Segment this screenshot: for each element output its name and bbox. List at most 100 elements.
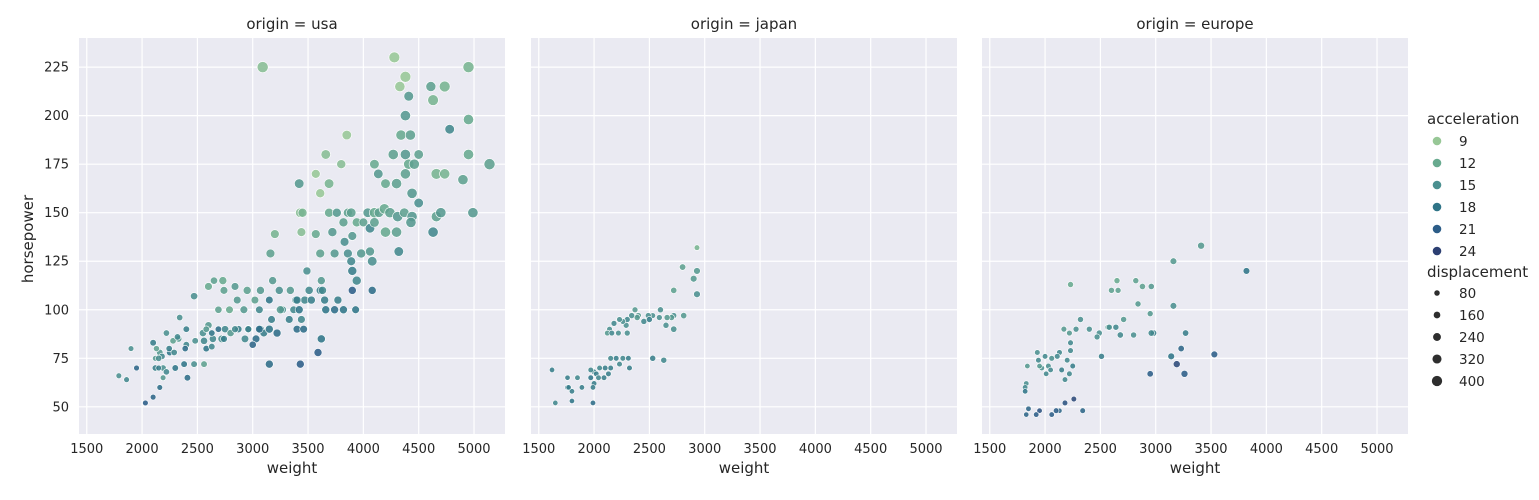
scatter-point [181, 345, 189, 353]
scatter-point [660, 356, 668, 364]
scatter-point [316, 276, 326, 285]
scatter-point [347, 266, 358, 276]
scatter-point [240, 334, 250, 344]
scatter-point [155, 354, 163, 362]
scatter-point [1064, 357, 1071, 364]
scatter-point [626, 364, 633, 372]
x-axis-label: weight [1170, 459, 1221, 477]
scatter-point [600, 374, 608, 381]
scatter-point [321, 305, 331, 315]
scatter-point [1079, 407, 1086, 414]
x-tick-label: 4500 [854, 442, 887, 457]
scatter-point [406, 187, 418, 199]
plot-background [982, 38, 1408, 434]
scatter-point [670, 286, 678, 294]
scatter-point [162, 329, 170, 337]
x-tick-label: 4500 [1305, 442, 1338, 457]
scatter-point [218, 276, 228, 285]
scatter-point [202, 325, 210, 333]
scatter-point [351, 305, 360, 314]
scatter-point [399, 168, 411, 180]
scatter-point [214, 305, 223, 314]
scatter-point [1130, 331, 1137, 339]
scatter-point [304, 285, 314, 295]
x-tick-label: 4000 [799, 442, 832, 457]
scatter-point [1172, 360, 1181, 368]
scatter-point [693, 290, 701, 298]
scatter-point [1067, 339, 1074, 346]
scatter-point [171, 364, 179, 372]
scatter-point [380, 178, 391, 189]
scatter-point [115, 372, 123, 379]
scatter-point [330, 305, 339, 315]
scatter-point [439, 168, 451, 180]
scatter-point [255, 325, 264, 334]
scatter-point [274, 286, 284, 295]
scatter-point [180, 360, 188, 368]
scatter-point [1116, 331, 1124, 339]
scatter-point [331, 207, 342, 218]
scatter-point [646, 316, 653, 323]
scatter-point [1167, 352, 1175, 361]
scatter-point [549, 366, 556, 373]
scatter-point [159, 374, 167, 381]
scatter-point [589, 384, 597, 391]
scatter-point [256, 286, 265, 295]
scatter-point [568, 388, 575, 395]
scatter-point [589, 399, 597, 406]
scatter-point [689, 274, 698, 283]
scatter-point [208, 329, 216, 337]
scatter-point [462, 61, 475, 73]
scatter-point [1054, 353, 1061, 360]
scatter-point [244, 325, 253, 333]
scatter-point [1147, 329, 1155, 337]
scatter-point [1093, 333, 1101, 341]
scatter-point [483, 158, 496, 171]
scatter-point [296, 227, 307, 237]
scatter-point [242, 286, 252, 295]
scatter-point [1086, 325, 1093, 333]
facet-panel-usa: 1500 2000 2500 3000 3500 4000 4500 5000 50 75 100 1… [44, 15, 505, 477]
panel-title: origin = usa [246, 15, 337, 33]
scatter-point [394, 81, 406, 92]
plot-background [79, 38, 505, 434]
scatter-point [615, 329, 622, 337]
legend-color-marker [1432, 158, 1442, 168]
legend-label: 24 [1459, 244, 1476, 260]
scatter-point [339, 237, 350, 247]
scatter-point [395, 129, 407, 141]
scatter-point [297, 207, 308, 218]
facet-panel-japan: 1500 2000 2500 3000 3500 4000 4500 5000 origin =… [522, 15, 957, 477]
scatter-point [173, 333, 181, 341]
scatter-point [1061, 399, 1069, 407]
scatter-point [1108, 287, 1115, 294]
scatter-point [391, 226, 403, 238]
scatter-point [1072, 325, 1080, 333]
scatter-point [435, 207, 447, 219]
legend-label: 240 [1459, 330, 1485, 346]
scatter-point [239, 305, 249, 314]
facet-panel-europe: 1500 2000 2500 3000 3500 4000 4500 5000 origin =… [973, 15, 1408, 477]
scatter-point [1077, 316, 1084, 323]
scatter-point [404, 129, 416, 141]
scatter-point [610, 320, 618, 327]
legend-label: 9 [1459, 134, 1468, 150]
scatter-point [413, 197, 424, 209]
scatter-point [413, 149, 424, 160]
scatter-point [1112, 323, 1120, 331]
scatter-point [339, 305, 348, 315]
y-axis-label: horsepower [19, 194, 37, 283]
legend-label: 15 [1459, 178, 1476, 194]
legend-size-marker [1432, 354, 1442, 364]
scatter-point [1120, 316, 1127, 323]
scatter-point [1105, 323, 1113, 331]
scatter-point [210, 276, 218, 285]
y-tick-label: 50 [52, 400, 69, 415]
scatter-point [693, 244, 701, 251]
scatter-point [388, 51, 401, 64]
scatter-point [323, 178, 335, 189]
scatter-point [316, 334, 326, 344]
scatter-point [367, 256, 378, 267]
legend-label: 160 [1459, 308, 1485, 324]
